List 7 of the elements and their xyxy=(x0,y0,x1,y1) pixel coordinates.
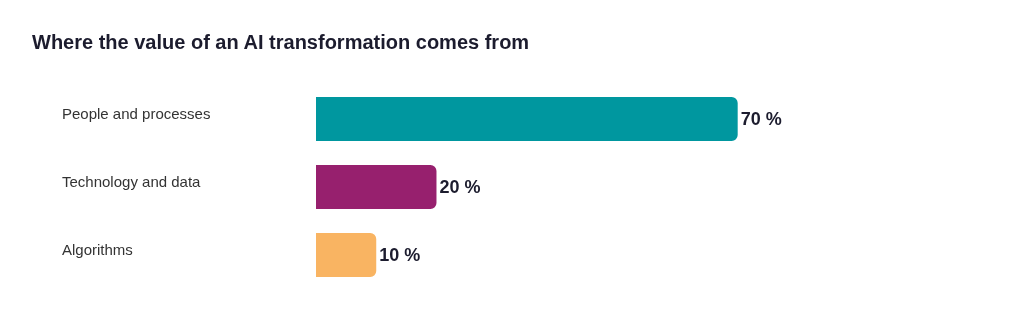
data-label: 10 % xyxy=(379,245,421,265)
data-label: 70 % xyxy=(740,109,782,129)
y-tick-label: Algorithms xyxy=(62,241,133,258)
chart-title: Where the value of an AI transformation comes from xyxy=(32,31,530,53)
y-tick-label: People and processes xyxy=(62,105,211,122)
data-label: 20 % xyxy=(439,177,481,197)
y-tick-label: Technology and data xyxy=(62,173,202,190)
